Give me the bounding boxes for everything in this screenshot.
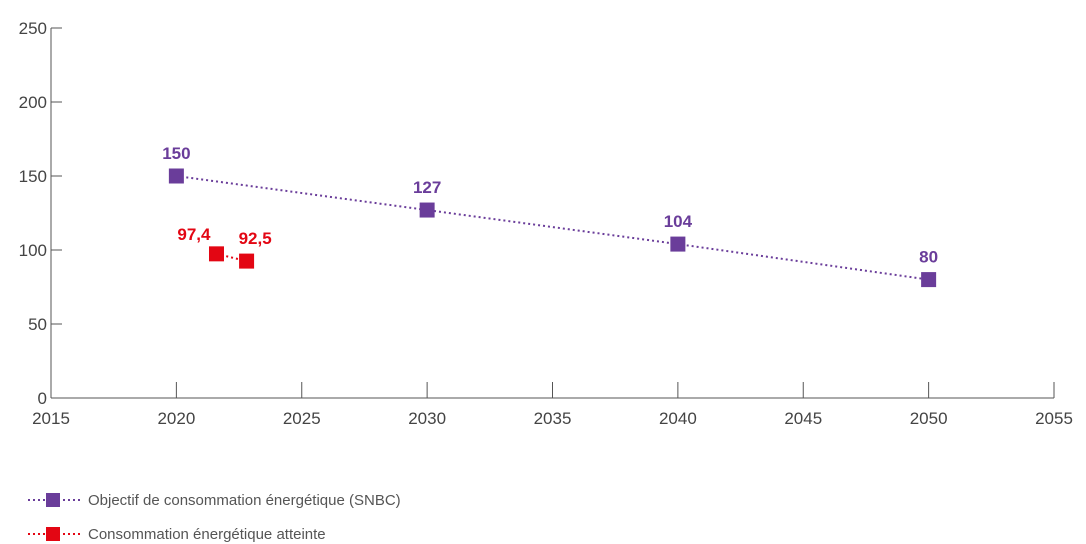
chart-axes: 0 50 100 150 200 250 2015 2020 2025 2030 2035 2040 2… [19, 19, 1073, 428]
x-tick-label: 2030 [408, 409, 446, 428]
x-tick-label: 2055 [1035, 409, 1073, 428]
y-tick-label: 150 [19, 167, 47, 186]
series-line [176, 175, 929, 281]
data-point-marker [419, 202, 435, 218]
y-tick-label: 50 [28, 315, 47, 334]
x-tick-label: 2020 [157, 409, 195, 428]
x-tick-label: 2040 [659, 409, 697, 428]
data-point-marker [168, 168, 184, 184]
data-label: 97,4 [177, 225, 211, 244]
x-tick-label: 2045 [784, 409, 822, 428]
legend-label-objectif: Objectif de consommation énergétique (SN… [88, 491, 401, 509]
series-atteinte: 97,4 92,5 [177, 225, 272, 269]
line-chart: 0 50 100 150 200 250 2015 2020 2025 2030 2035 2040 2… [19, 19, 1073, 428]
legend-item-objectif: Objectif de consommation énergétique (SN… [26, 490, 401, 510]
data-label: 92,5 [239, 229, 272, 248]
y-tick-label: 250 [19, 19, 47, 38]
chart-series: 150 127 104 80 97,4 92,5 [162, 144, 938, 288]
data-label: 150 [162, 144, 190, 163]
series-objectif: 150 127 104 80 [162, 144, 938, 288]
data-label: 104 [664, 212, 693, 231]
data-point-marker [208, 246, 224, 262]
x-tick-label: 2050 [910, 409, 948, 428]
data-label: 80 [919, 248, 938, 267]
x-tick-label: 2015 [32, 409, 70, 428]
data-label: 127 [413, 178, 441, 197]
x-tick-label: 2035 [534, 409, 572, 428]
legend-item-atteinte: Consommation énergétique atteinte [26, 524, 326, 544]
y-tick-label: 0 [38, 389, 47, 408]
y-tick-label: 200 [19, 93, 47, 112]
legend-marker-objectif-icon [28, 493, 80, 507]
legend-marker-atteinte-icon [28, 527, 80, 541]
x-tick-label: 2025 [283, 409, 321, 428]
data-point-marker [239, 253, 255, 269]
legend-label-atteinte: Consommation énergétique atteinte [88, 525, 326, 543]
data-point-marker [921, 272, 937, 288]
data-point-marker [670, 236, 686, 252]
y-tick-label: 100 [19, 241, 47, 260]
